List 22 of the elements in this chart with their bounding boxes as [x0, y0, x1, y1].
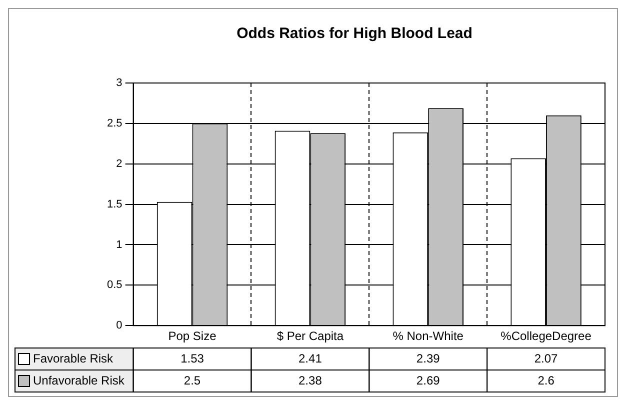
x-tick-label: %CollegeDegree	[500, 329, 592, 344]
data-label: 2.6	[538, 373, 555, 388]
x-tick-label: Pop Size	[168, 329, 217, 344]
legend-label: Unfavorable Risk	[33, 373, 126, 388]
x-tick-label: % Non-White	[392, 329, 464, 344]
y-tick-label: 3	[116, 77, 122, 90]
data-label: 2.41	[298, 351, 322, 366]
data-label: 2.07	[534, 351, 558, 366]
y-tick-label: 2	[116, 158, 122, 170]
y-tick-label: 2.5	[106, 117, 122, 130]
x-tick-label: $ Per Capita	[276, 329, 344, 344]
data-label: 2.69	[416, 373, 440, 388]
y-tick-label: 0	[116, 320, 122, 332]
y-tick-label: 1	[116, 238, 122, 251]
legend-label: Favorable Risk	[33, 351, 114, 366]
y-tick-label: 0.5	[106, 279, 122, 292]
data-label: 2.38	[298, 373, 322, 388]
y-tick-label: 1.5	[106, 198, 122, 210]
data-label: 2.39	[416, 351, 440, 366]
chart-title: Odds Ratios for High Blood Lead	[236, 25, 472, 42]
data-label: 2.5	[184, 373, 201, 388]
data-label: 1.53	[180, 351, 204, 366]
